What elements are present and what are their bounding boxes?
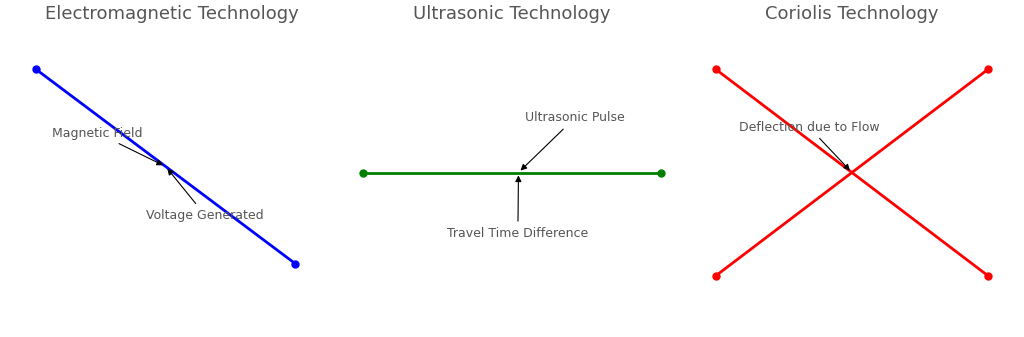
- Title: Coriolis Technology: Coriolis Technology: [765, 5, 939, 23]
- Text: Voltage Generated: Voltage Generated: [146, 170, 264, 221]
- Text: Magnetic Field: Magnetic Field: [52, 127, 162, 165]
- Title: Electromagnetic Technology: Electromagnetic Technology: [45, 5, 299, 23]
- Title: Ultrasonic Technology: Ultrasonic Technology: [414, 5, 610, 23]
- Text: Deflection due to Flow: Deflection due to Flow: [738, 121, 880, 170]
- Text: Travel Time Difference: Travel Time Difference: [447, 177, 589, 240]
- Text: Ultrasonic Pulse: Ultrasonic Pulse: [521, 112, 625, 170]
